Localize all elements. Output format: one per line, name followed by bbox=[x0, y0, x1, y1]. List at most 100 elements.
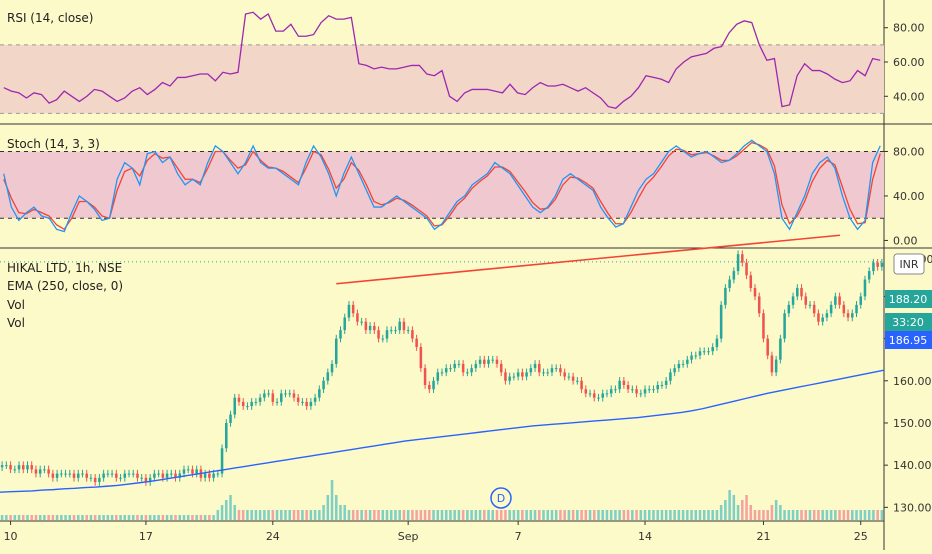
trendline[interactable] bbox=[336, 234, 841, 285]
stoch-pane[interactable]: 80.00 40.00 0.00 bbox=[0, 139, 925, 247]
candle-body bbox=[745, 262, 748, 276]
candle-body bbox=[580, 380, 583, 390]
candle-body bbox=[246, 406, 249, 408]
candle-body bbox=[381, 338, 385, 340]
candle-body bbox=[453, 363, 456, 369]
volume-bar bbox=[38, 515, 42, 520]
candle-body bbox=[34, 469, 38, 474]
candle-body bbox=[343, 317, 346, 331]
volume-bar bbox=[618, 510, 621, 520]
volume-bar bbox=[119, 515, 122, 520]
candle bbox=[664, 376, 668, 389]
volume-bar bbox=[487, 510, 490, 520]
volume-bar bbox=[432, 510, 435, 520]
candle bbox=[334, 334, 338, 368]
volume-bar bbox=[491, 510, 495, 520]
candle-body bbox=[563, 372, 566, 377]
volume-bar bbox=[106, 515, 110, 520]
candle bbox=[123, 469, 127, 482]
time-axis[interactable]: 10 17 24 Sep 7 14 21 25 bbox=[4, 521, 868, 543]
candle bbox=[681, 360, 685, 368]
candle-body bbox=[428, 385, 431, 390]
candle-body bbox=[284, 393, 287, 395]
candle-body bbox=[119, 477, 122, 479]
volume-bar bbox=[131, 515, 135, 520]
volume-bar bbox=[567, 510, 571, 520]
candle-body bbox=[724, 287, 727, 305]
rsi-pane[interactable]: 80.00 60.00 40.00 bbox=[0, 11, 925, 114]
candle-body bbox=[639, 393, 643, 395]
candle bbox=[411, 326, 414, 343]
candle-body bbox=[280, 393, 283, 402]
candle-body bbox=[43, 469, 46, 471]
volume-bar bbox=[81, 515, 84, 520]
dividend-marker[interactable]: D bbox=[490, 487, 512, 509]
candle-body bbox=[26, 465, 29, 470]
candle-body bbox=[110, 473, 114, 475]
candle bbox=[715, 334, 719, 351]
candle bbox=[368, 322, 372, 334]
volume-bar bbox=[275, 510, 279, 520]
candle-body bbox=[21, 465, 25, 470]
candle-body bbox=[212, 473, 215, 478]
price-tick-label-4: 140.00 bbox=[893, 459, 932, 472]
candle bbox=[499, 360, 503, 377]
candle-body bbox=[305, 401, 308, 407]
candle bbox=[550, 364, 554, 377]
candle bbox=[812, 301, 816, 318]
candle-body bbox=[491, 359, 495, 361]
volume-bar bbox=[626, 510, 630, 520]
candle-body bbox=[652, 389, 655, 391]
candle-body bbox=[102, 473, 105, 478]
candle bbox=[686, 355, 689, 368]
candle bbox=[43, 465, 46, 474]
volume-bar bbox=[411, 510, 414, 520]
candle-body bbox=[9, 465, 12, 470]
candle-body bbox=[339, 330, 342, 339]
candle-body bbox=[174, 473, 177, 478]
candle-body bbox=[81, 473, 84, 475]
volume-bar bbox=[26, 515, 29, 520]
candle-body bbox=[334, 338, 338, 364]
candle-body bbox=[326, 372, 330, 381]
candle bbox=[525, 368, 528, 381]
candle bbox=[846, 309, 850, 322]
volume-bar bbox=[199, 515, 203, 520]
volume-bar bbox=[851, 510, 854, 520]
candle bbox=[225, 419, 228, 453]
volume-bar bbox=[360, 510, 363, 520]
volume-bar bbox=[402, 510, 406, 520]
currency-badge[interactable]: INR bbox=[893, 253, 925, 275]
candle-body bbox=[461, 363, 465, 373]
candle-body bbox=[736, 254, 740, 272]
volume-bar bbox=[170, 515, 173, 520]
candle-body bbox=[318, 389, 321, 398]
volume-bar bbox=[762, 510, 765, 520]
volume-bar bbox=[288, 510, 292, 520]
volume-bar bbox=[614, 510, 617, 520]
candle bbox=[38, 465, 42, 478]
candle-body bbox=[89, 477, 93, 479]
candle-body bbox=[851, 313, 854, 318]
volume-bar bbox=[749, 505, 753, 520]
candle bbox=[749, 271, 753, 292]
candle bbox=[626, 381, 630, 394]
candle-body bbox=[258, 397, 262, 402]
candle-body bbox=[588, 393, 592, 395]
candle bbox=[576, 376, 579, 385]
candle-body bbox=[677, 363, 681, 369]
time-tick-label-5: 14 bbox=[638, 530, 652, 543]
volume-bar bbox=[356, 510, 359, 520]
volume-bar bbox=[267, 510, 270, 520]
volume-bar bbox=[305, 510, 308, 520]
volume-bar bbox=[741, 500, 744, 520]
candle bbox=[305, 398, 308, 410]
volume-bar bbox=[791, 510, 795, 520]
volume-bar bbox=[474, 510, 478, 520]
candle-body bbox=[880, 262, 884, 267]
candle-body bbox=[93, 477, 97, 483]
candle-body bbox=[542, 372, 545, 374]
candle-body bbox=[292, 393, 296, 398]
volume-bar bbox=[656, 510, 659, 520]
